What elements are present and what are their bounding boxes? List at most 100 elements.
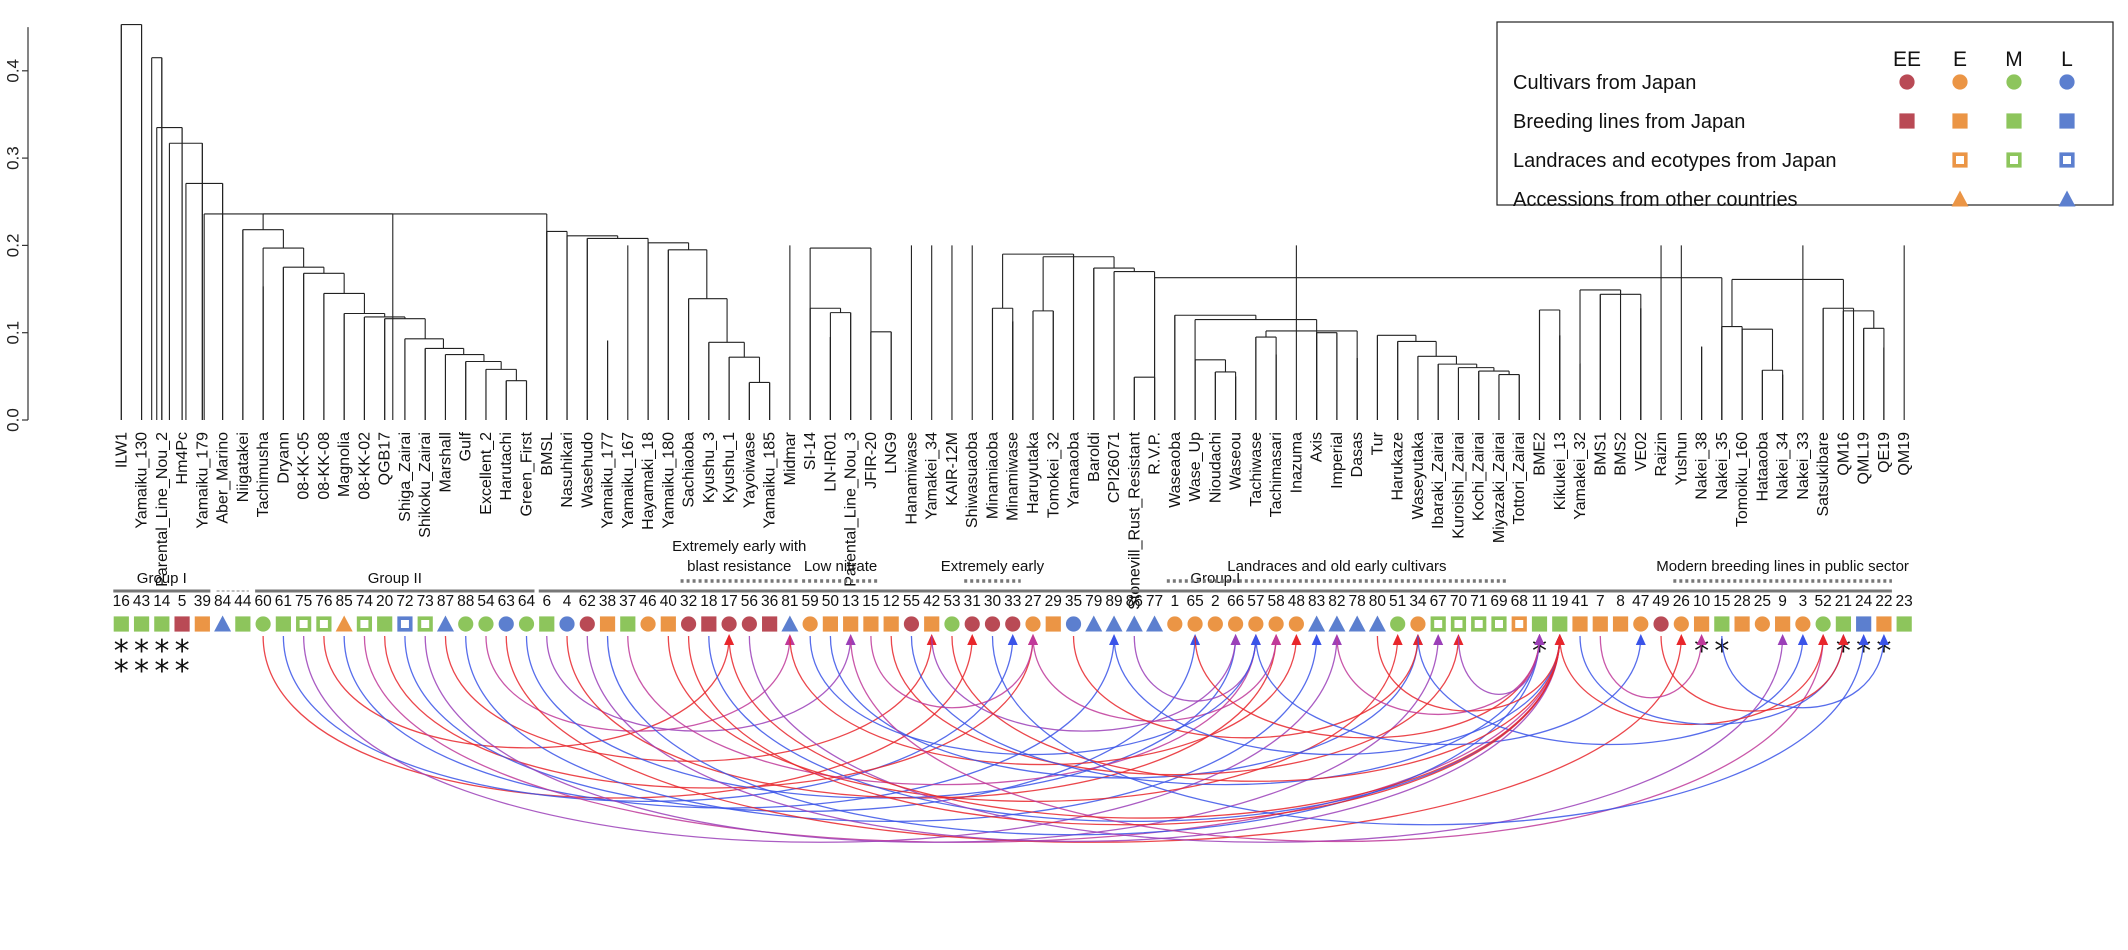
leaf-label: Shiga_Zairai [397, 432, 414, 522]
accession-number: 1 [1171, 593, 1180, 610]
accession-marker [883, 616, 899, 632]
leaf-label: Minamiwase [1005, 432, 1022, 521]
relationship-arc [424, 635, 1439, 843]
accession-number: 60 [254, 593, 272, 610]
accession-number: 26 [1673, 593, 1690, 610]
relationship-arc [1457, 635, 1541, 696]
relationship-arcs [262, 634, 1889, 843]
accession-marker [741, 616, 757, 632]
accession-marker [903, 616, 920, 632]
leaf-label: Nasuhikari [559, 432, 576, 508]
accession-marker [335, 615, 353, 632]
accession-marker [1348, 615, 1366, 632]
accession-number: 63 [498, 593, 515, 610]
accession-number: 27 [1024, 593, 1041, 610]
y-tick-label: 0.0 [3, 408, 22, 432]
accession-number: 48 [1288, 593, 1305, 610]
leaf-label: Magnolia [336, 432, 353, 497]
accession-number: 7 [1596, 593, 1605, 610]
accession-number: 42 [923, 593, 940, 610]
leaf-label: R.V.P. [1147, 432, 1164, 475]
accession-marker [1308, 615, 1326, 632]
significance-star: * [154, 654, 169, 689]
significance-star: * [114, 654, 129, 689]
accession-number: 6 [542, 593, 551, 610]
accession-marker [356, 616, 373, 632]
accession-marker [1511, 616, 1527, 632]
accession-number: 18 [700, 593, 717, 610]
leaf-label: Tachimasari [1268, 432, 1285, 517]
accession-number: 74 [356, 593, 374, 610]
accession-number: 19 [1551, 593, 1568, 610]
leaf-label: Tomokei_32 [1045, 432, 1062, 518]
arc-arrowhead [1777, 634, 1788, 645]
accession-number: 87 [437, 593, 454, 610]
accession-number: 51 [1389, 593, 1406, 610]
arc-arrowhead [1554, 634, 1565, 645]
relationship-arc [870, 635, 1034, 709]
leaf-label: QE19 [1876, 432, 1893, 473]
accession-marker [1368, 615, 1386, 632]
accession-marker [984, 616, 1001, 632]
accession-number: 8 [1616, 593, 1625, 610]
y-axis: 0.0 0.1 0.2 0.3 0.4 [3, 27, 29, 432]
leaf-label: KAIR-12M [944, 432, 961, 506]
accession-number: 36 [761, 593, 778, 610]
leaf-label: 08-KK-05 [296, 432, 313, 500]
leaf-label: Harukaze [1390, 432, 1407, 501]
accession-number: 79 [1085, 593, 1102, 610]
group-label: Extremely early [941, 558, 1045, 575]
legend-marker [1951, 190, 1969, 207]
accession-number: 28 [1733, 593, 1750, 610]
arc-arrowhead [1028, 634, 1038, 645]
legend-marker [2006, 113, 2022, 129]
leaf-label: Harutachi [498, 432, 515, 500]
leaf-label: JFIR-20 [863, 432, 880, 489]
accession-number: 69 [1490, 593, 1507, 610]
accession-marker [863, 616, 879, 632]
leaf-label: Sachiaoba [681, 432, 698, 508]
accession-number: 88 [457, 593, 474, 610]
relationship-arc [1721, 635, 1885, 709]
accession-marker [944, 616, 960, 632]
accession-number: 72 [396, 593, 413, 610]
legend-marker [2006, 74, 2022, 90]
leaf-label: Kyushu_3 [701, 432, 718, 503]
arc-arrowhead [1534, 634, 1545, 645]
accession-marker [1491, 616, 1507, 632]
accession-marker [1288, 616, 1304, 632]
leaf-label: LN-IR01 [822, 432, 839, 492]
leaf-label: Ibaraki_Zairai [1430, 432, 1447, 529]
leaf-label: Waseyutaka [1410, 432, 1427, 520]
relationship-arc [485, 635, 791, 732]
arc-arrowhead [1818, 634, 1829, 645]
leaf-label: Yamakei_34 [924, 432, 941, 520]
accession-marker [296, 616, 312, 632]
legend-label: Cultivars from Japan [1513, 72, 1696, 94]
accession-marker [701, 616, 717, 632]
leaf-label: Tachiwase [1248, 432, 1265, 507]
accession-number: 16 [113, 593, 130, 610]
arc-arrowhead [1392, 634, 1403, 645]
accession-number: 65 [1186, 593, 1203, 610]
accession-number: 55 [903, 593, 920, 610]
accession-marker [1167, 616, 1183, 632]
accession-marker [1633, 616, 1649, 632]
accession-number: 39 [194, 593, 211, 610]
significance-star: * [175, 634, 190, 669]
relationship-arc [687, 635, 1561, 826]
accession-marker [1187, 616, 1203, 632]
leaf-label: Inazuma [1288, 432, 1305, 493]
leaf-label: SI-14 [802, 432, 819, 470]
accession-marker [174, 616, 190, 632]
legend-header: M [2005, 48, 2023, 71]
arc-arrowhead [1250, 634, 1261, 645]
leaf-label: Parental_Line_Nou_2 [154, 432, 171, 587]
group-label: Landraces and old early cultivars [1227, 558, 1446, 575]
leaf-label: Hanamiwase [903, 432, 920, 525]
accession-marker [599, 616, 616, 632]
accession-number: 67 [1430, 593, 1447, 610]
arc-arrowhead [1311, 634, 1322, 645]
accession-marker [1328, 615, 1346, 632]
